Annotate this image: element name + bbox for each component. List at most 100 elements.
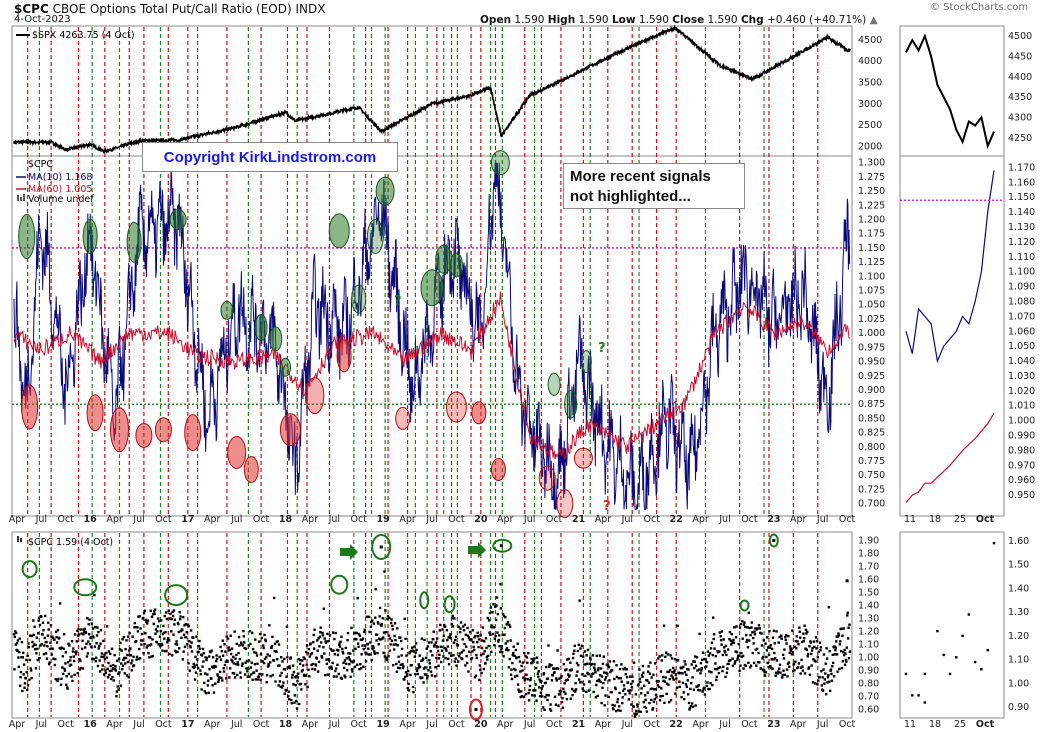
scatter-point — [674, 692, 677, 695]
zoom-scatter-point — [923, 701, 927, 704]
scatter-point — [740, 655, 743, 658]
scatter-point — [356, 596, 359, 600]
scatter-point — [767, 653, 771, 657]
zoom-spx-tick: 4450 — [1008, 51, 1032, 62]
scatter-point — [774, 674, 777, 677]
scatter-point — [497, 638, 500, 642]
scatter-point — [297, 657, 300, 661]
scatter-point — [790, 653, 794, 656]
scatter-point — [843, 648, 846, 652]
scatter-point — [654, 688, 657, 691]
scatter-point — [649, 687, 653, 691]
scatter-point — [669, 654, 672, 657]
scatter-point — [166, 638, 170, 642]
scatter-point — [462, 629, 466, 632]
scatter-point — [292, 670, 296, 674]
scatter-point — [223, 643, 226, 646]
x-tick-label: Oct — [351, 514, 368, 525]
scatter-point — [363, 644, 367, 647]
scatter-point — [45, 657, 49, 660]
scatter-point — [594, 696, 598, 699]
scatter-point — [330, 665, 333, 668]
scatter-point — [94, 656, 98, 660]
x-tick-label: Jul — [523, 514, 535, 525]
scatter-point — [563, 690, 566, 693]
scatter-point — [120, 649, 123, 652]
scatter-point — [620, 663, 623, 666]
scatter-point — [261, 644, 265, 647]
scatter-point — [276, 664, 280, 668]
note-line-2: not highlighted... — [570, 188, 691, 205]
scatter-point — [170, 617, 173, 621]
scatter-point — [519, 690, 523, 693]
scatter-point — [411, 649, 414, 652]
scatter-point — [413, 645, 416, 648]
scatter-point — [450, 654, 453, 658]
scatter-point — [195, 663, 199, 667]
scatter-point — [649, 661, 652, 664]
x-tick-label: Apr — [497, 719, 514, 730]
scatter-point — [616, 700, 619, 704]
green-scatter-ellipse — [768, 533, 779, 548]
scatter-point — [367, 615, 371, 619]
scatter-point — [91, 627, 95, 630]
scatter-point — [642, 671, 645, 674]
ma-y-tick: 0.850 — [858, 413, 885, 424]
scatter-point — [265, 681, 268, 684]
scatter-point — [92, 636, 95, 639]
x-tick-label: 20 — [474, 514, 488, 525]
scatter-point — [301, 659, 304, 662]
spx-series — [13, 24, 851, 154]
scatter-point — [623, 687, 626, 691]
scatter-point — [510, 668, 513, 671]
scatter-point — [447, 636, 450, 639]
scatter-point — [45, 640, 48, 644]
scatter-point — [689, 704, 693, 708]
scatter-point — [814, 636, 818, 639]
x-tick-label: 16 — [84, 719, 98, 730]
scatter-point — [595, 683, 598, 687]
x-tick-label: Oct — [546, 719, 563, 730]
scatter-point — [700, 669, 703, 672]
scatter-point — [533, 694, 536, 697]
scatter-point — [343, 674, 346, 677]
scatter-point — [736, 656, 740, 660]
scatter-point — [279, 685, 282, 688]
scatter-point — [393, 634, 396, 638]
scatter-point — [736, 658, 739, 662]
scatter-point — [353, 665, 357, 668]
scatter-point — [419, 676, 423, 680]
scatter-point — [413, 655, 417, 658]
scatter-point — [425, 656, 428, 660]
cpc-y-tick: 1.60 — [858, 575, 879, 586]
scatter-point — [63, 667, 66, 671]
scatter-point — [598, 679, 601, 683]
scatter-point — [821, 676, 824, 679]
scatter-point — [683, 671, 687, 674]
green-signal-ellipse — [547, 372, 561, 396]
scatter-point — [491, 632, 495, 636]
scatter-point — [362, 665, 365, 668]
scatter-point — [465, 645, 468, 648]
scatter-point — [669, 698, 673, 702]
scatter-point — [345, 662, 348, 665]
scatter-point — [711, 683, 714, 687]
scatter-point — [258, 632, 262, 636]
scatter-point — [762, 639, 765, 642]
scatter-point — [667, 670, 671, 674]
scatter-point — [49, 624, 53, 627]
scatter-point — [29, 667, 32, 670]
scatter-point — [743, 621, 746, 624]
scatter-point — [515, 656, 518, 659]
scatter-point — [44, 652, 48, 655]
scatter-point — [550, 679, 554, 682]
scatter-point — [187, 662, 190, 665]
ma-y-tick: 0.975 — [858, 342, 885, 353]
scatter-point — [336, 653, 340, 657]
scatter-point — [620, 680, 624, 683]
scatter-point — [395, 670, 398, 674]
scatter-point — [795, 647, 798, 650]
scatter-point — [83, 630, 86, 633]
scatter-point — [219, 645, 222, 649]
scatter-point — [130, 662, 133, 665]
